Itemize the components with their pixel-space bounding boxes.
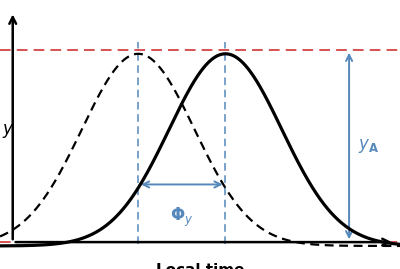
Text: $\boldsymbol{\Phi}_y$: $\boldsymbol{\Phi}_y$ [170, 206, 194, 229]
Text: $y$: $y$ [2, 122, 14, 140]
Text: $y_\mathbf{A}$: $y_\mathbf{A}$ [358, 137, 379, 155]
Text: Local time: Local time [156, 263, 244, 269]
